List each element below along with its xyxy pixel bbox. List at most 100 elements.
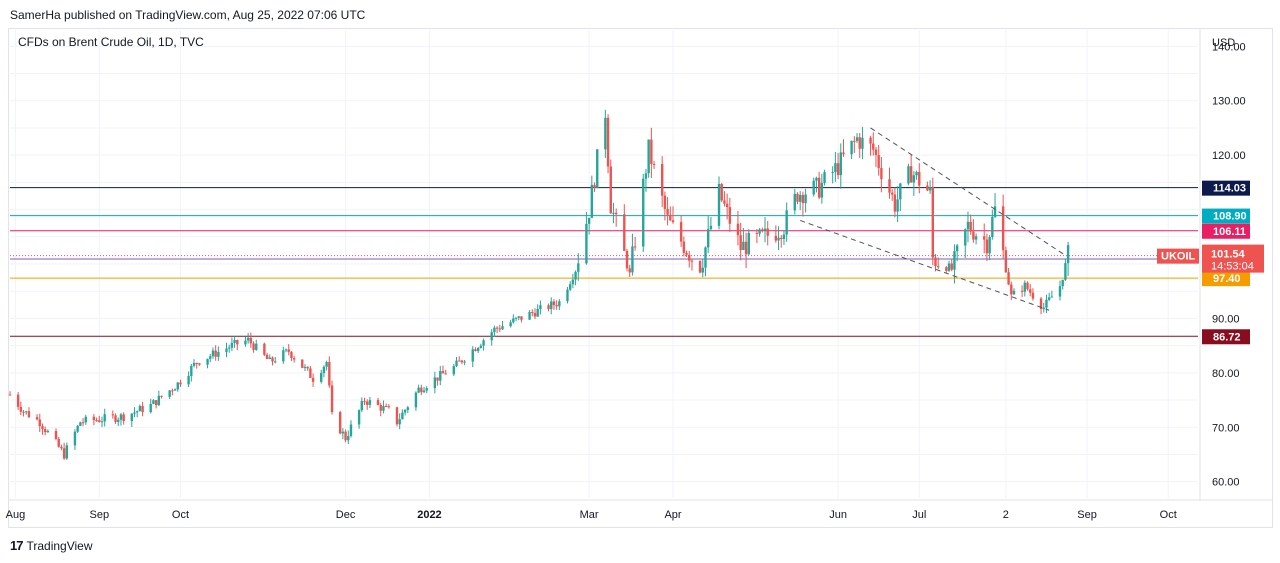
footer-brand: TradingView: [26, 538, 93, 553]
candle-body: [395, 407, 399, 425]
candle-body: [763, 228, 767, 231]
candle-body: [780, 237, 783, 239]
trendline: [870, 127, 1066, 256]
candle-body: [969, 221, 972, 232]
level-price-tag: [1202, 271, 1250, 287]
candle-body: [22, 411, 25, 413]
candle-body: [8, 394, 12, 396]
currency-label: USD: [1212, 37, 1235, 49]
candle-body: [725, 203, 729, 208]
candle-body: [993, 206, 997, 217]
candle-body: [19, 406, 23, 412]
candle-body: [368, 400, 372, 405]
candle-body: [436, 377, 439, 381]
candle-body: [149, 403, 152, 413]
candle-body: [43, 429, 47, 433]
x-axis: Aug Sep Oct Dec 2022 Mar Apr Jun Jul 2 Sep Oct: [6, 509, 1177, 521]
level-price-label: 86.72: [1213, 331, 1241, 343]
candle-body: [568, 284, 572, 290]
candle-body: [54, 431, 58, 439]
candle-body: [785, 210, 788, 235]
candle-body: [152, 400, 155, 404]
level-price-label: 108.90: [1213, 211, 1247, 223]
candle-body: [706, 229, 710, 248]
x-tick-label: Oct: [172, 509, 189, 521]
candle-body: [344, 431, 347, 441]
candle-body: [190, 365, 193, 376]
candle-body: [157, 395, 161, 406]
candle-body: [947, 263, 951, 271]
candle-body: [690, 260, 694, 262]
candle-body: [401, 412, 404, 420]
candle-body: [1066, 245, 1070, 264]
candle-body: [460, 360, 464, 363]
x-tick-label: 2: [1003, 509, 1009, 521]
candle-body: [122, 414, 125, 422]
candle-body: [309, 368, 312, 378]
candle-body: [138, 406, 142, 412]
candle-body: [647, 139, 650, 174]
x-tick-label: Mar: [580, 509, 599, 521]
candle-body: [471, 349, 474, 362]
candle-body: [874, 149, 878, 156]
candle-body: [341, 431, 345, 434]
candle-body: [1061, 279, 1064, 287]
candle-body: [133, 412, 136, 414]
candle-body: [558, 301, 561, 307]
candle-body: [717, 183, 721, 226]
candle-body: [498, 328, 502, 330]
candle-body: [135, 411, 139, 413]
candle-body: [233, 340, 236, 343]
candle-body: [417, 387, 420, 393]
candle-body: [422, 390, 426, 393]
candle-body: [35, 417, 39, 420]
candle-body: [1045, 299, 1048, 308]
candle-body: [130, 413, 133, 422]
candle-body: [98, 420, 101, 422]
candle-body: [330, 385, 334, 413]
candle-body: [1047, 297, 1051, 300]
candle-body: [533, 313, 537, 317]
candle-body: [590, 184, 594, 218]
candle-body: [119, 414, 123, 420]
candle-body: [349, 424, 353, 436]
candle-body: [1007, 272, 1010, 285]
candle-body: [577, 263, 580, 272]
candle-body: [880, 168, 883, 180]
candle-body: [517, 316, 520, 318]
candle-body: [858, 137, 861, 149]
candle-body: [836, 163, 840, 176]
candle-body: [382, 406, 385, 411]
candles: [8, 109, 1070, 460]
candle-body: [660, 164, 664, 196]
candle-body: [357, 410, 361, 425]
level-price-tag: [1202, 180, 1250, 196]
candle-body: [812, 180, 815, 195]
candle-body: [338, 412, 342, 434]
candle-body: [84, 416, 87, 423]
candle-body: [1026, 282, 1029, 290]
candle-body: [861, 137, 864, 149]
candle-body: [728, 207, 732, 224]
candle-body: [1023, 282, 1027, 292]
candle-body: [815, 177, 818, 181]
candle-body: [682, 241, 686, 253]
candle-body: [679, 222, 683, 242]
candle-body: [950, 263, 953, 270]
candle-body: [823, 172, 826, 183]
candle-body: [246, 337, 250, 341]
candle-body: [985, 239, 989, 254]
x-tick-label: Sep: [90, 509, 110, 521]
candle-body: [612, 212, 615, 214]
candle-body: [688, 254, 691, 261]
y-tick-label: 90.00: [1212, 313, 1240, 325]
candle-body: [945, 267, 948, 271]
candle-body: [490, 332, 493, 341]
candle-body: [820, 182, 824, 198]
candle-body: [907, 166, 910, 184]
candle-body: [633, 246, 637, 248]
candle-body: [265, 354, 269, 359]
candle-body: [853, 140, 856, 142]
candle-body: [160, 395, 163, 397]
